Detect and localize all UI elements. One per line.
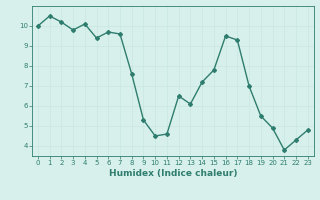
X-axis label: Humidex (Indice chaleur): Humidex (Indice chaleur) <box>108 169 237 178</box>
